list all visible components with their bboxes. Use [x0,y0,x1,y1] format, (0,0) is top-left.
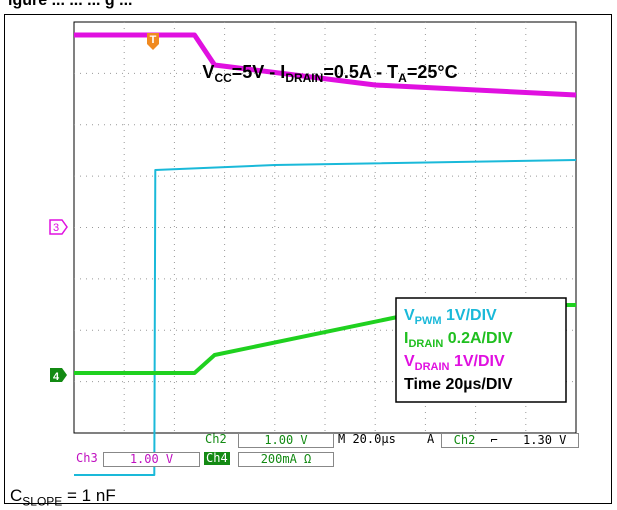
title-vcc-sub: CC [214,71,232,85]
legend-item: VPWM 1V/DIV [404,307,497,327]
ch3-label: Ch3 [76,451,98,465]
trigger-source: Ch2 [453,433,476,447]
ch4-label: Ch4 [204,451,230,465]
caption-main: C [10,486,23,505]
figure-caption: CSLOPE = 1 nF [10,486,116,508]
trigger-box: Ch2 ⌐ 1.30 V [441,433,579,448]
ch4-value: 200mA Ω [238,452,334,467]
trigger-marker [147,33,159,50]
legend-item: IDRAIN 0.2A/DIV [404,330,513,350]
trigger-marker-label: T [150,34,157,46]
title-vcc: V [202,62,214,82]
legend-item: VDRAIN 1V/DIV [404,353,505,373]
ch4-marker: 4 [50,368,67,383]
trace-vpwm [74,159,577,476]
legend-box: VPWM 1V/DIV IDRAIN 0.2A/DIV VDRAIN 1V/DIV T… [395,297,567,403]
title-ta-sub: A [398,71,407,85]
ch3-marker: 3 [49,219,68,235]
title-idrain-rest: =0.5A - T [323,62,398,82]
header-text: igure ... ... ... g ... [8,0,133,9]
title-vcc-rest: =5V - I [232,62,286,82]
ch3-marker-label: 3 [53,222,59,234]
ch2-value: 1.00 V [238,433,334,448]
title-ta-rest: =25°C [407,62,458,82]
ch4-marker-label: 4 [53,371,60,383]
header-fragment: igure ... ... ... g ... [0,0,617,14]
chart-title: VCC=5V - IDRAIN=0.5A - TA=25°C [202,62,457,85]
caption-sub: SLOPE [22,494,63,509]
trigger-level: 1.30 V [523,433,567,447]
legend-item: Time 20µs/DIV [404,376,513,393]
ch2-label: Ch2 [205,432,227,446]
trigger-slope: ⌐ [490,433,498,447]
timebase: M 20.0µs [338,432,396,446]
title-idrain-sub: DRAIN [285,71,323,85]
trigger-mode: A [427,432,435,446]
ch3-value: 1.00 V [103,452,200,467]
caption-rest: = 1 nF [62,486,116,505]
